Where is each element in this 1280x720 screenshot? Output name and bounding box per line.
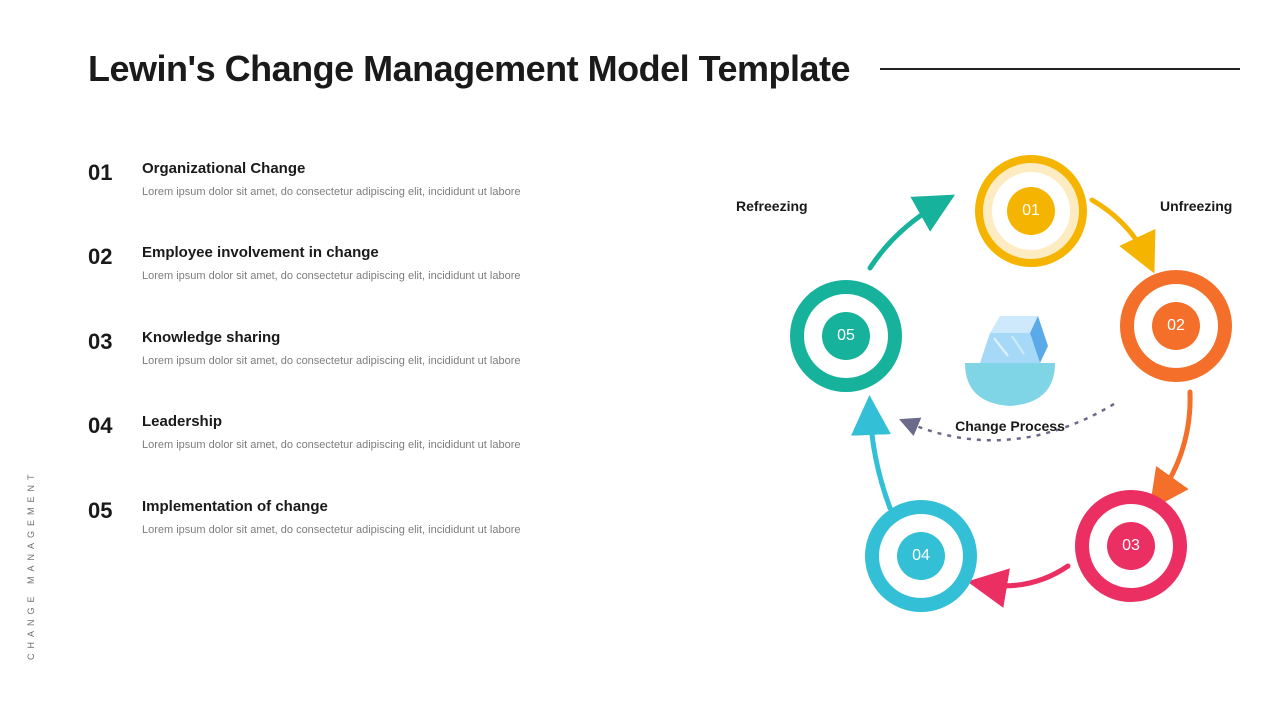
phase-label-unfreezing: Unfreezing bbox=[1160, 198, 1232, 214]
cycle-node-04: 04 bbox=[865, 500, 977, 612]
list-item: 02 Employee involvement in change Lorem … bbox=[88, 244, 618, 284]
ring-mid: 02 bbox=[1137, 287, 1215, 365]
center-label: Change Process bbox=[950, 418, 1070, 434]
list-number: 05 bbox=[88, 498, 142, 524]
list-number: 03 bbox=[88, 329, 142, 355]
list-desc: Lorem ipsum dolor sit amet, do consectet… bbox=[142, 438, 618, 453]
ice-cube-icon bbox=[950, 308, 1070, 418]
list-item: 01 Organizational Change Lorem ipsum dol… bbox=[88, 160, 618, 200]
list-body: Employee involvement in change Lorem ips… bbox=[142, 244, 618, 284]
list-item: 04 Leadership Lorem ipsum dolor sit amet… bbox=[88, 413, 618, 453]
page-title: Lewin's Change Management Model Template bbox=[88, 48, 850, 90]
ring-mid: 01 bbox=[992, 172, 1070, 250]
list-desc: Lorem ipsum dolor sit amet, do consectet… bbox=[142, 354, 618, 369]
list-body: Leadership Lorem ipsum dolor sit amet, d… bbox=[142, 413, 618, 453]
cycle-node-02: 02 bbox=[1120, 270, 1232, 382]
feature-list: 01 Organizational Change Lorem ipsum dol… bbox=[88, 160, 618, 582]
ring-mid: 04 bbox=[882, 517, 960, 595]
ring-inner: 05 bbox=[822, 312, 870, 360]
list-number: 04 bbox=[88, 413, 142, 439]
cycle-node-03: 03 bbox=[1075, 490, 1187, 602]
ring-mid: 03 bbox=[1092, 507, 1170, 585]
list-number: 01 bbox=[88, 160, 142, 186]
list-desc: Lorem ipsum dolor sit amet, do consectet… bbox=[142, 185, 618, 200]
list-item: 03 Knowledge sharing Lorem ipsum dolor s… bbox=[88, 329, 618, 369]
list-desc: Lorem ipsum dolor sit amet, do consectet… bbox=[142, 269, 618, 284]
list-number: 02 bbox=[88, 244, 142, 270]
list-body: Organizational Change Lorem ipsum dolor … bbox=[142, 160, 618, 200]
title-divider bbox=[880, 68, 1240, 70]
list-body: Implementation of change Lorem ipsum dol… bbox=[142, 498, 618, 538]
list-heading: Leadership bbox=[142, 413, 618, 430]
list-heading: Knowledge sharing bbox=[142, 329, 618, 346]
cycle-node-05: 05 bbox=[790, 280, 902, 392]
ring-inner: 04 bbox=[897, 532, 945, 580]
cycle-diagram: Refreezing Unfreezing 01 02 03 04 05 Change … bbox=[680, 130, 1240, 690]
title-row: Lewin's Change Management Model Template bbox=[88, 48, 1240, 90]
list-item: 05 Implementation of change Lorem ipsum … bbox=[88, 498, 618, 538]
list-heading: Implementation of change bbox=[142, 498, 618, 515]
list-desc: Lorem ipsum dolor sit amet, do consectet… bbox=[142, 523, 618, 538]
side-label: CHANGE MANAGEMENT bbox=[26, 469, 36, 660]
list-body: Knowledge sharing Lorem ipsum dolor sit … bbox=[142, 329, 618, 369]
ring-inner: 03 bbox=[1107, 522, 1155, 570]
list-heading: Organizational Change bbox=[142, 160, 618, 177]
ring-inner: 01 bbox=[1007, 187, 1055, 235]
list-heading: Employee involvement in change bbox=[142, 244, 618, 261]
cycle-node-01: 01 bbox=[975, 155, 1087, 267]
ring-inner: 02 bbox=[1152, 302, 1200, 350]
ring-mid: 05 bbox=[807, 297, 885, 375]
phase-label-refreezing: Refreezing bbox=[736, 198, 808, 214]
